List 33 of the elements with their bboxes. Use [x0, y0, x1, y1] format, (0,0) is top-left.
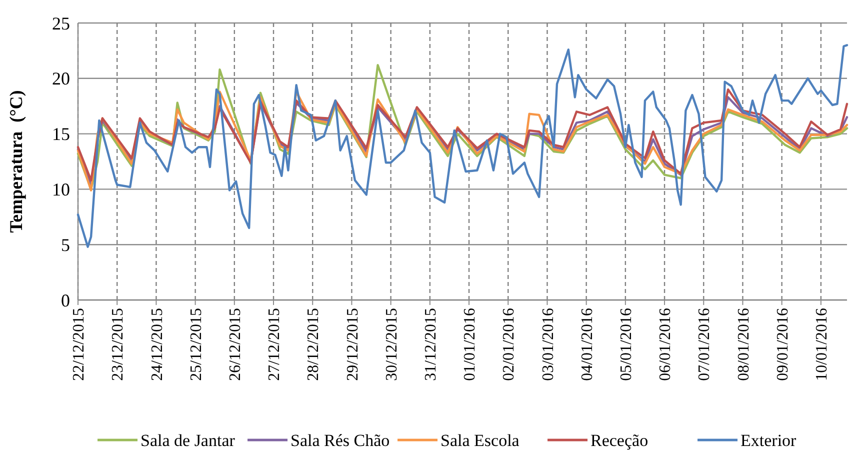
legend-label: Receção	[590, 430, 648, 450]
x-tick-label: 28/12/2015	[305, 308, 322, 381]
x-tick-label: 26/12/2015	[227, 308, 244, 381]
x-tick-label: 27/12/2015	[266, 308, 284, 381]
x-tick-label: 03/01/2016	[540, 308, 557, 381]
line-series	[76, 44, 848, 248]
x-tick-label: 23/12/2015	[110, 308, 127, 381]
legend-label: Sala de Jantar	[140, 430, 236, 450]
x-tick-label: 31/12/2015	[422, 308, 440, 381]
x-tick-label: 06/01/2016	[657, 308, 674, 381]
y-tick-label: 15	[52, 124, 70, 144]
y-tick-label: 10	[52, 180, 70, 200]
x-tick-label: 22/12/2015	[70, 308, 88, 381]
x-tick-label: 10/01/2016	[814, 308, 831, 381]
x-tick-label: 29/12/2015	[344, 308, 362, 381]
x-tick-label: 05/01/2016	[618, 308, 636, 381]
x-tick-label: 25/12/2015	[188, 308, 205, 381]
y-tick-label: 20	[52, 68, 70, 89]
y-axis-title: Temperatura (°C)	[6, 90, 26, 233]
x-tick-label: 07/01/2016	[696, 308, 714, 381]
x-tick-label: 24/12/2015	[148, 308, 166, 381]
x-tick-label: 02/01/2016	[500, 308, 518, 381]
x-tick-label: 09/01/2016	[774, 308, 792, 381]
legend-label: Exterior	[740, 430, 797, 450]
y-tick-label: 5	[61, 234, 70, 255]
y-tick-label: 0	[61, 290, 70, 310]
y-tick-label: 25	[52, 13, 70, 34]
x-tick-label: 04/01/2016	[578, 308, 596, 381]
legend-label: Sala Rés Chão	[290, 430, 390, 450]
x-tick-label: 01/01/2016	[462, 308, 479, 381]
x-tick-label: 30/12/2015	[383, 308, 400, 381]
x-tick-label: 08/01/2016	[735, 308, 752, 381]
legend-label: Sala Escola	[440, 430, 520, 450]
